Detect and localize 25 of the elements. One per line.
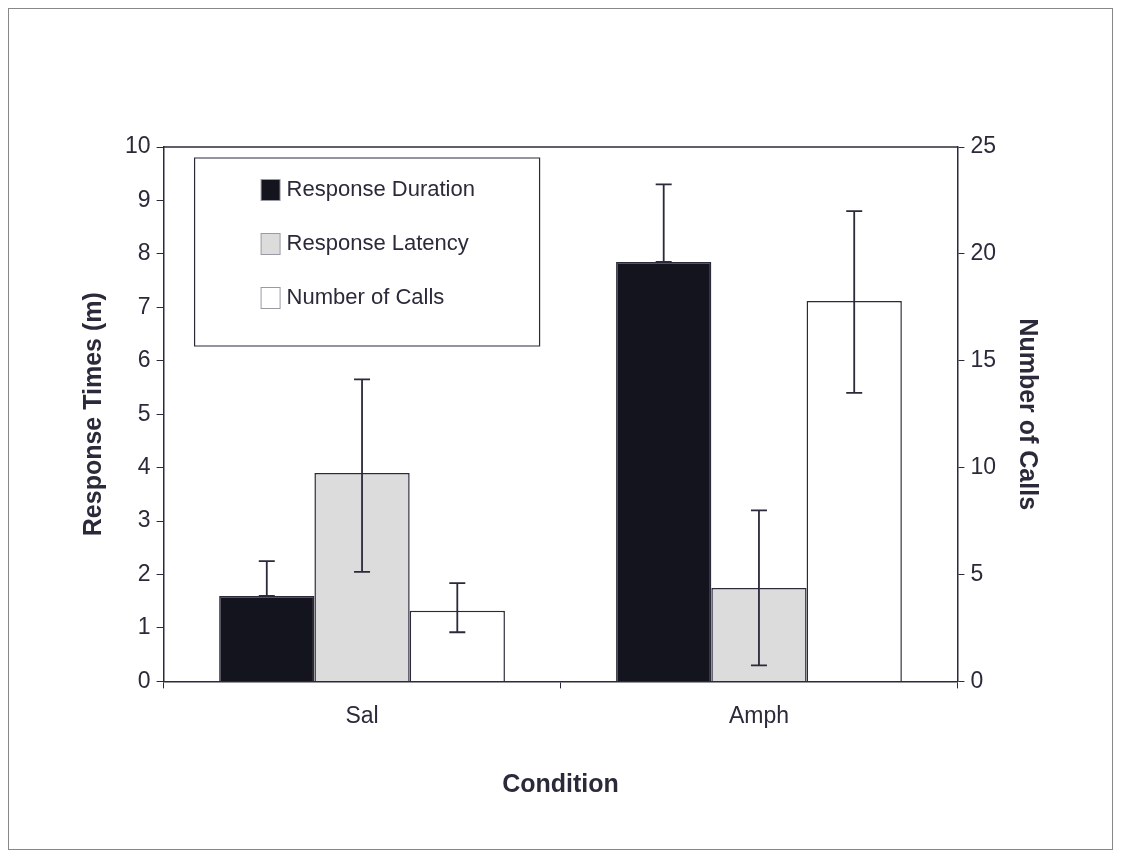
y-tick-label: 7 bbox=[137, 292, 151, 319]
y-tick-label: 1 bbox=[137, 613, 151, 640]
legend-label: Response Latency bbox=[286, 230, 469, 256]
y2-tick-label: 20 bbox=[970, 239, 997, 266]
y-tick-label: 3 bbox=[137, 506, 151, 533]
legend-label: Response Duration bbox=[286, 176, 475, 202]
y-tick-label: 5 bbox=[137, 399, 151, 426]
x-tick-label: Sal bbox=[345, 701, 379, 728]
y-tick-label: 4 bbox=[137, 452, 151, 479]
x-tick-label: Amph bbox=[728, 701, 790, 728]
x-axis-title: Condition bbox=[502, 768, 619, 797]
y-tick-label: 2 bbox=[137, 559, 151, 586]
y-tick-label: 10 bbox=[124, 132, 151, 159]
y-tick-label: 6 bbox=[137, 346, 151, 373]
y2-tick-label: 10 bbox=[970, 452, 997, 479]
y2-tick-label: 0 bbox=[970, 666, 984, 693]
y-axis-title: Response Times (m) bbox=[77, 292, 106, 537]
y2-tick-label: 15 bbox=[970, 346, 997, 373]
y-tick-label: 0 bbox=[137, 666, 151, 693]
y2-axis-title: Number of Calls bbox=[1015, 318, 1044, 511]
y-tick-label: 8 bbox=[137, 239, 151, 266]
legend-label: Number of Calls bbox=[286, 284, 445, 310]
y-tick-label: 9 bbox=[137, 185, 151, 212]
y2-tick-label: 5 bbox=[970, 559, 984, 586]
y2-tick-label: 25 bbox=[970, 132, 997, 159]
